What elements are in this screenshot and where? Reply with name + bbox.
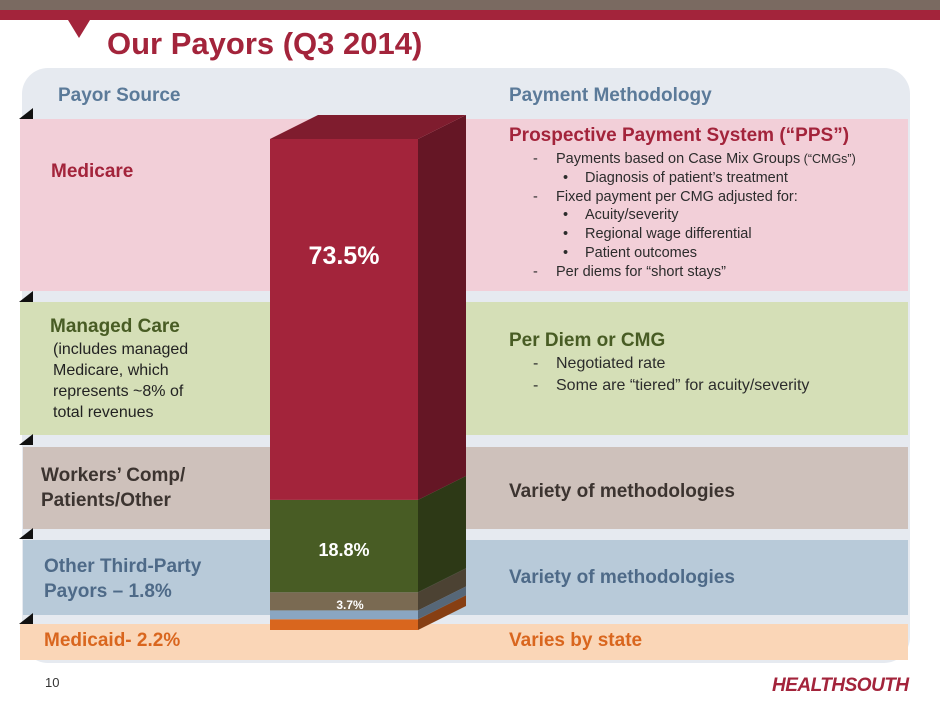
method-medicare-heading: Prospective Payment System (“PPS”) [509, 125, 850, 146]
payor-label-other-third-party-line: Payors – 1.8% [44, 581, 172, 602]
band-workers-comp [23, 447, 908, 529]
method-dash-marker: - [533, 377, 539, 394]
page-number: 10 [45, 675, 60, 690]
managed-care-note-line: represents ~8% of [53, 383, 184, 400]
method-dash-marker: - [533, 355, 539, 372]
payor-label-medicare: Medicare [51, 161, 134, 182]
method-managed-care-heading: Per Diem or CMG [509, 330, 666, 351]
managed-care-note-line: total revenues [53, 404, 154, 421]
method-bullet-marker: • [563, 226, 569, 242]
corner-marker [19, 528, 33, 539]
method-workers-comp: Variety of methodologies [509, 481, 735, 502]
method-managed-care-item: Negotiated rate [556, 355, 666, 372]
method-bullet-marker: • [563, 245, 569, 261]
method-medicare-item: Per diems for “short stays” [556, 264, 727, 280]
method-medicare-item: Acuity/severity [585, 207, 679, 223]
method-other-third-party: Variety of methodologies [509, 567, 735, 588]
corner-marker [19, 108, 33, 119]
method-medicare-item: Regional wage differential [585, 226, 752, 242]
title-notch [68, 20, 90, 38]
band-medicaid [20, 624, 908, 660]
method-medicare-item: Patient outcomes [585, 245, 698, 261]
payor-label-other-third-party-line: Other Third-Party [44, 556, 202, 577]
corner-marker [19, 613, 33, 624]
method-bullet-marker: • [563, 170, 569, 186]
method-dash-marker: - [533, 264, 538, 280]
method-dash-marker: - [533, 189, 538, 205]
method-medicare-item: Fixed payment per CMG adjusted for: [556, 189, 798, 205]
managed-care-note-line: (includes managed [53, 341, 189, 358]
header-payment-methodology: Payment Methodology [509, 85, 712, 106]
payor-label-managed-care: Managed Care [50, 316, 180, 337]
method-medicare-item: Diagnosis of patient’s treatment [585, 170, 788, 186]
managed-care-note-line: Medicare, which [53, 362, 169, 379]
method-bullet-marker: • [563, 207, 569, 223]
top-band-brown [0, 0, 940, 10]
header-payor-source: Payor Source [58, 85, 181, 106]
payor-label-medicaid: Medicaid- 2.2% [44, 630, 181, 651]
method-medicaid: Varies by state [509, 630, 643, 651]
payor-label-workers-comp-line: Patients/Other [41, 490, 171, 511]
top-band-red [0, 10, 940, 20]
page-title: Our Payors (Q3 2014) [107, 26, 423, 61]
payor-label-workers-comp-line: Workers’ Comp/ [41, 465, 186, 486]
method-managed-care-item: Some are “tiered” for acuity/severity [556, 377, 810, 394]
method-medicare-item: Payments based on Case Mix Groups (“CMGs… [556, 151, 856, 167]
method-dash-marker: - [533, 151, 538, 167]
corner-marker [19, 291, 33, 302]
corner-marker [19, 434, 33, 445]
healthsouth-logo: HEALTHSOUTH [772, 675, 909, 696]
